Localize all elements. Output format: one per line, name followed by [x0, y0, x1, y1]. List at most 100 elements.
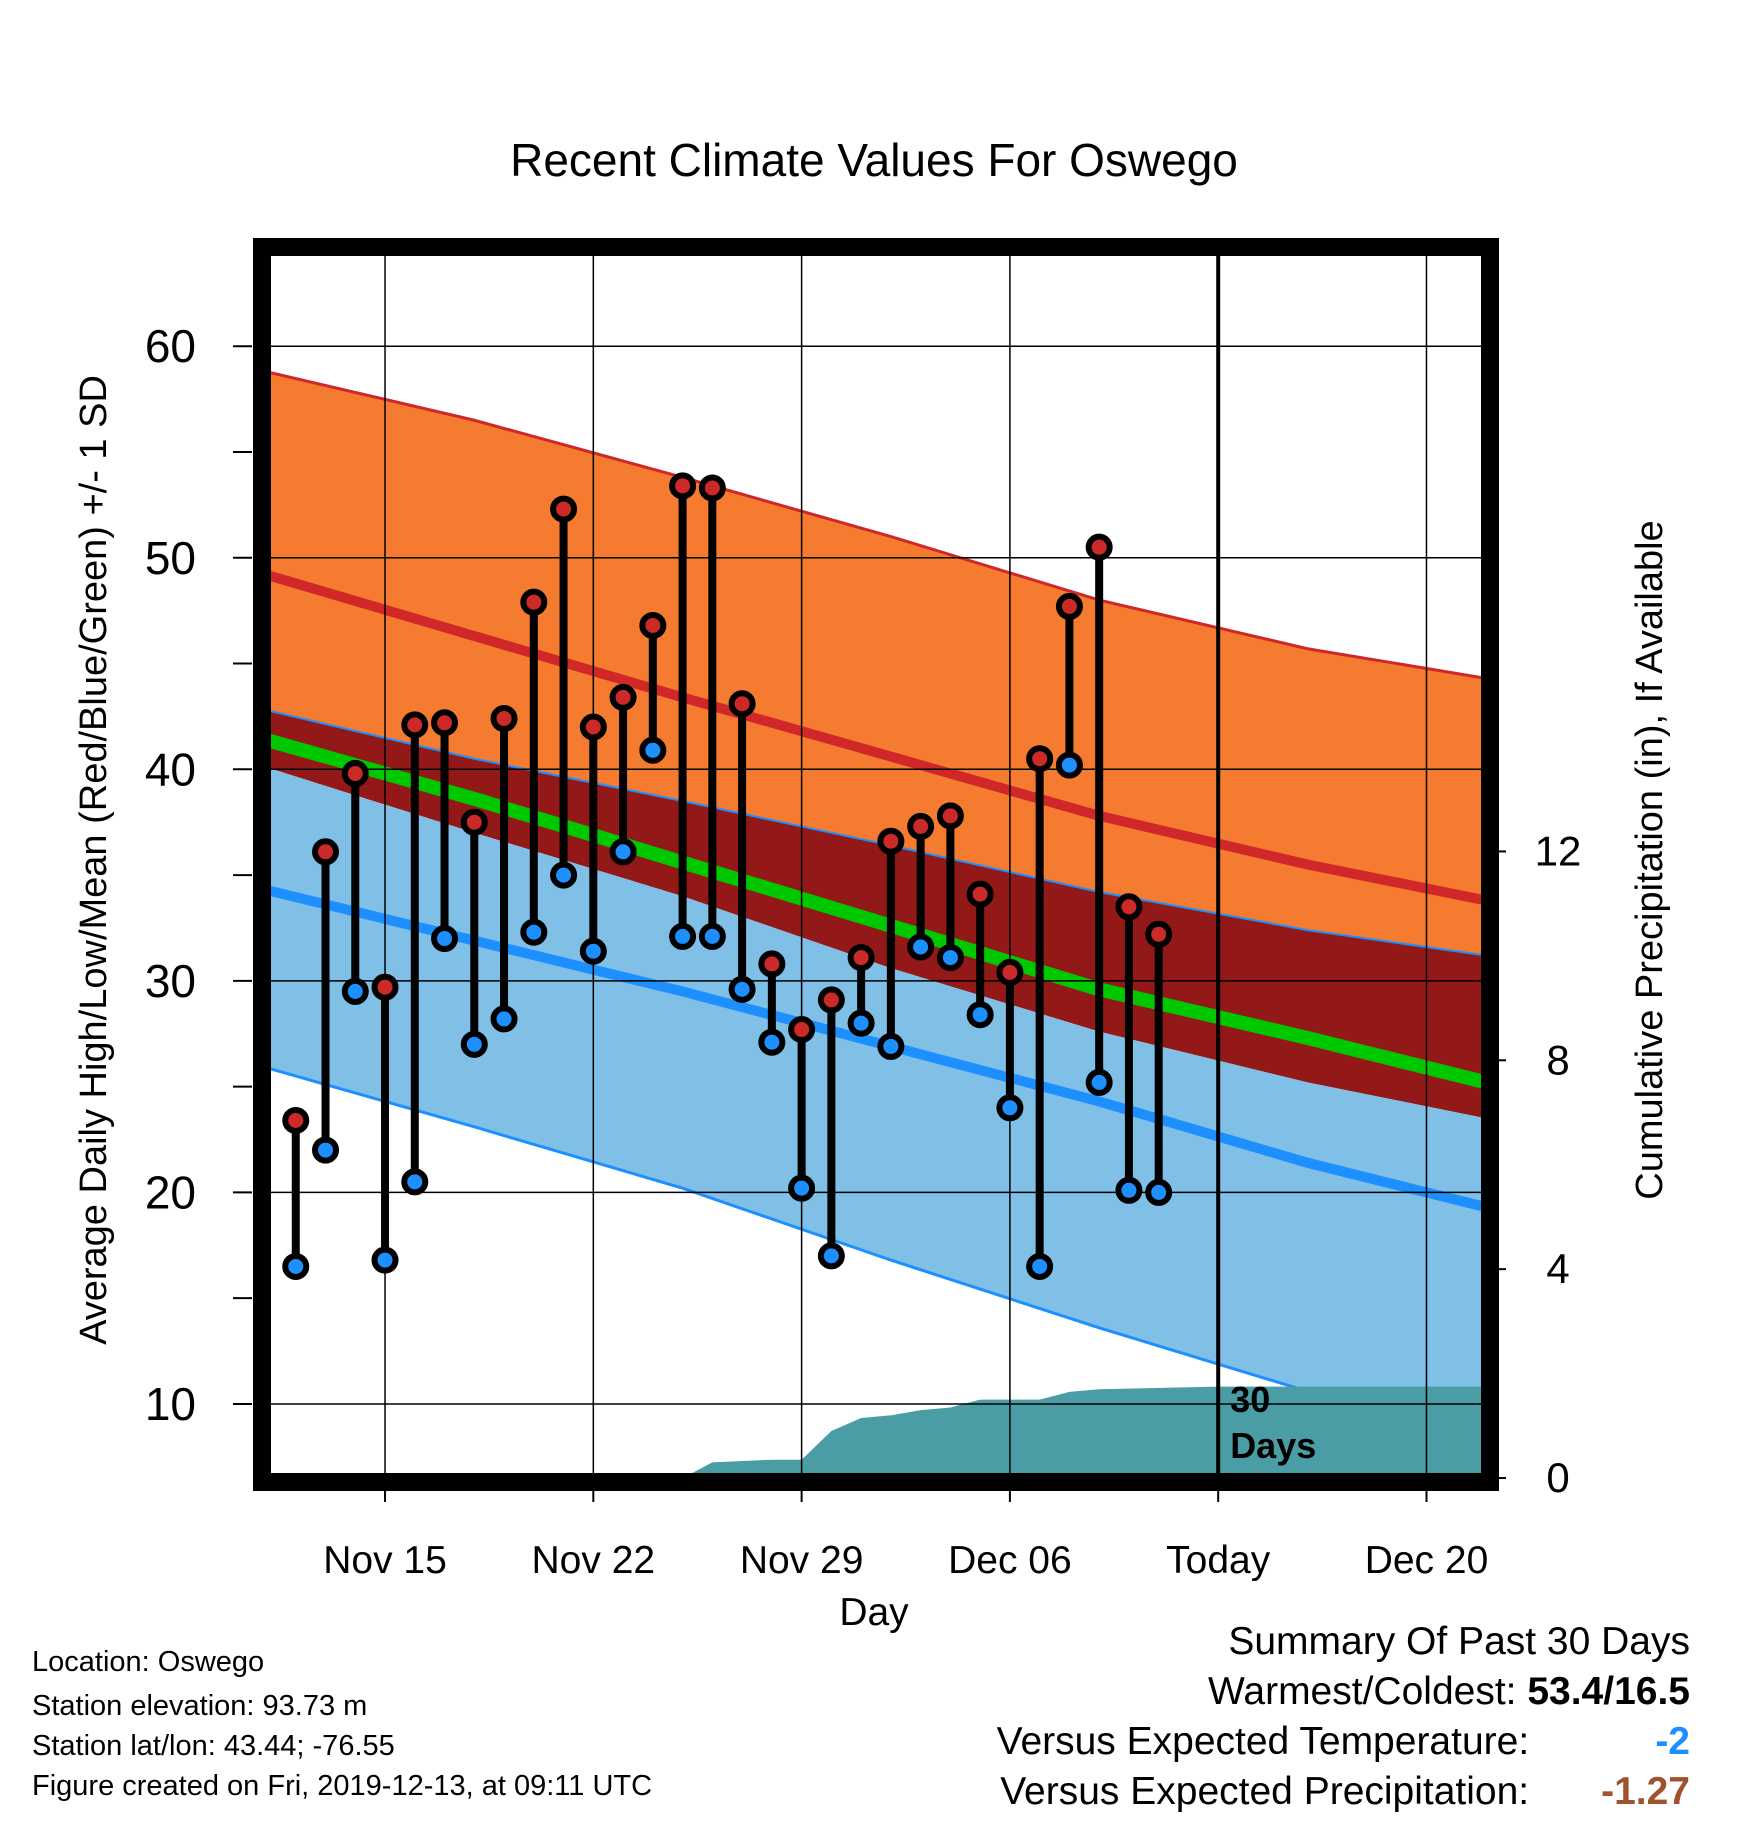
- obs-high-point: [847, 944, 875, 972]
- obs-low-point: [579, 937, 607, 965]
- obs-low-point: [639, 736, 667, 764]
- x-tick-label: Nov 15: [323, 1539, 447, 1582]
- y-tick-label: 50: [145, 532, 196, 584]
- obs-high-point: [788, 1016, 816, 1044]
- obs-high-point: [1145, 920, 1173, 948]
- obs-high-point: [877, 827, 905, 855]
- obs-low-point: [669, 922, 697, 950]
- obs-high-point: [520, 588, 548, 616]
- summary-temp-label: Versus Expected Temperature:: [996, 1720, 1530, 1763]
- obs-low-point: [698, 922, 726, 950]
- precip-area: [682, 1386, 1486, 1478]
- normal-high-line: [266, 569, 1486, 906]
- obs-high-point: [728, 690, 756, 718]
- obs-high-point: [550, 495, 578, 523]
- obs-low-point: [282, 1252, 310, 1280]
- y-tick-label: 20: [145, 1166, 196, 1218]
- info-elevation: Station elevation: 93.73 m: [32, 1690, 368, 1722]
- obs-high-point: [1026, 745, 1054, 773]
- obs-high-point: [312, 838, 340, 866]
- x-tick-label: Nov 22: [532, 1539, 656, 1582]
- obs-high-point: [1055, 592, 1083, 620]
- obs-low-point: [1115, 1176, 1143, 1204]
- obs-high-point: [341, 760, 369, 788]
- x-tick-label: Dec 20: [1365, 1539, 1489, 1582]
- today-annotation: Days: [1230, 1425, 1316, 1466]
- obs-low-point: [431, 925, 459, 953]
- obs-high-point: [371, 973, 399, 1001]
- y-tick-label: 40: [145, 743, 196, 795]
- obs-low-point: [1145, 1178, 1173, 1206]
- summary-title: Summary Of Past 30 Days: [1228, 1620, 1690, 1663]
- obs-low-point: [788, 1174, 816, 1202]
- obs-low-point: [996, 1094, 1024, 1122]
- info-latlon: Station lat/lon: 43.44; -76.55: [32, 1730, 395, 1762]
- today-annotation: 30: [1230, 1379, 1270, 1420]
- obs-high-point: [698, 474, 726, 502]
- y2-tick-label: 0: [1546, 1454, 1569, 1501]
- y-axis-label: Average Daily High/Low/Mean (Red/Blue/Gr…: [73, 375, 115, 1345]
- obs-high-point: [282, 1106, 310, 1134]
- obs-high-point: [460, 808, 488, 836]
- obs-low-point: [341, 977, 369, 1005]
- low-sd-band: [266, 767, 1486, 1432]
- obs-high-point: [431, 709, 459, 737]
- obs-low-point: [1085, 1068, 1113, 1096]
- y2-axis-label: Cumulative Precipitation (in), If Availa…: [1629, 520, 1671, 1199]
- obs-high-point: [1115, 893, 1143, 921]
- summary-warm-cold-value: 53.4/16.5: [1527, 1670, 1690, 1713]
- obs-high-point: [817, 986, 845, 1014]
- obs-high-point: [579, 713, 607, 741]
- y2-tick-label: 8: [1546, 1036, 1569, 1083]
- y-tick-label: 30: [145, 955, 196, 1007]
- x-tick-label: Today: [1166, 1539, 1271, 1582]
- obs-low-point: [401, 1168, 429, 1196]
- x-tick-label: Dec 06: [948, 1539, 1072, 1582]
- obs-low-point: [460, 1030, 488, 1058]
- y-tick-label: 10: [145, 1378, 196, 1430]
- obs-high-point: [907, 812, 935, 840]
- plot-frame: [253, 238, 1499, 1491]
- info-location: Location: Oswego: [32, 1646, 265, 1678]
- obs-low-point: [907, 933, 935, 961]
- obs-low-point: [936, 944, 964, 972]
- obs-low-point: [847, 1009, 875, 1037]
- y2-tick-label: 4: [1546, 1245, 1569, 1292]
- obs-low-point: [728, 975, 756, 1003]
- info-created: Figure created on Fri, 2019-12-13, at 09…: [32, 1770, 653, 1802]
- summary-warm-cold-label: Warmest/Coldest:: [1208, 1670, 1517, 1713]
- obs-low-point: [371, 1246, 399, 1274]
- obs-low-point: [877, 1032, 905, 1060]
- chart-title: Recent Climate Values For Oswego: [510, 134, 1238, 186]
- obs-high-point: [936, 802, 964, 830]
- summary-temp: Versus Expected Temperature: -2: [997, 1722, 1690, 1761]
- summary-warm-cold: Warmest/Coldest: 53.4/16.5: [1208, 1672, 1690, 1711]
- y2-tick-label: 12: [1535, 827, 1582, 874]
- high-sd-upper-line: [266, 370, 1486, 680]
- summary-temp-value: -2: [1655, 1720, 1690, 1763]
- obs-high-point: [758, 950, 786, 978]
- obs-high-point: [966, 880, 994, 908]
- obs-low-point: [609, 838, 637, 866]
- obs-high-point: [996, 958, 1024, 986]
- obs-high-point: [669, 472, 697, 500]
- obs-low-point: [1055, 751, 1083, 779]
- obs-low-point: [758, 1028, 786, 1056]
- x-tick-label: Nov 29: [740, 1539, 864, 1582]
- obs-low-point: [312, 1136, 340, 1164]
- plot-content: 30 Days: [266, 251, 1486, 1478]
- obs-low-point: [490, 1005, 518, 1033]
- obs-high-point: [490, 705, 518, 733]
- obs-low-point: [1026, 1252, 1054, 1280]
- axes: 10 20 30 40 50 60 0 4 8 12 Nov 15 Nov 22 Nov 29 Dec 0…: [145, 238, 1582, 1582]
- obs-low-point: [966, 1001, 994, 1029]
- summary-precip-label: Versus Expected Precipitation:: [1000, 1770, 1530, 1813]
- obs-low-point: [520, 918, 548, 946]
- y-tick-label: 60: [145, 320, 196, 372]
- obs-high-point: [639, 611, 667, 639]
- obs-high-point: [401, 711, 429, 739]
- obs-low-point: [817, 1242, 845, 1270]
- plot-area: 30 Days: [266, 251, 1486, 1478]
- x-axis-label: Day: [839, 1591, 909, 1634]
